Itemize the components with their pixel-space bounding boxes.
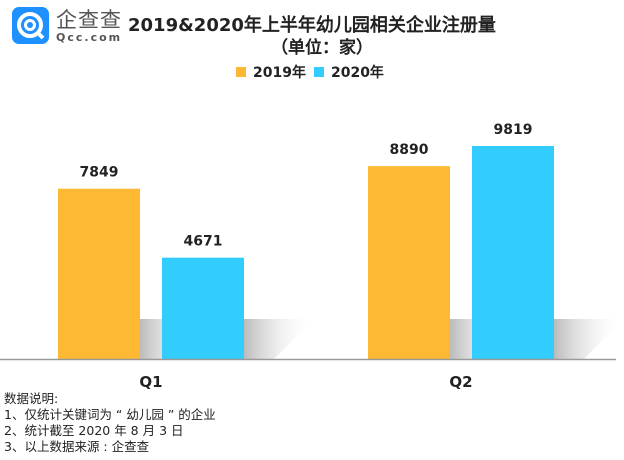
x-tick-label: Q2 xyxy=(449,373,472,391)
qcc-logo-icon xyxy=(12,7,49,44)
bar-Q1-0 xyxy=(58,188,140,359)
chart-subtitle: （单位：家） xyxy=(271,38,373,58)
logo-domain: Qcc.com xyxy=(56,31,123,44)
x-tick-label: Q1 xyxy=(139,373,162,391)
data-label: 8890 xyxy=(390,142,429,158)
chart-title: 2019&2020年上半年幼儿园相关企业注册量 xyxy=(128,15,496,36)
data-label: 7849 xyxy=(80,165,119,181)
legend-label-2019: 2019年 xyxy=(253,65,306,81)
note-2: 2、统计截至 2020 年 8 月 3 日 xyxy=(4,423,184,438)
note-3: 3、以上数据来源 : 企查查 xyxy=(4,439,150,454)
bar-Q2-1 xyxy=(472,146,554,359)
note-heading: 数据说明: xyxy=(4,391,59,406)
notes: 数据说明: 1、仅统计关键词为 “ 幼儿园 ” 的企业 2、统计截至 2020 … xyxy=(4,391,216,455)
note-1: 1、仅统计关键词为 “ 幼儿园 ” 的企业 xyxy=(4,407,216,422)
legend-swatch-2020 xyxy=(313,67,324,77)
bar-Q1-1 xyxy=(162,257,244,359)
legend-swatch-2019 xyxy=(236,67,246,77)
bar-shadow xyxy=(244,319,314,359)
bar-Q2-0 xyxy=(368,166,450,359)
data-label: 4671 xyxy=(184,234,223,250)
legend: 2019年 2020年 xyxy=(236,62,384,82)
logo-name: 企查查 xyxy=(56,8,122,32)
legend-label-2020: 2020年 xyxy=(330,65,384,81)
bar-shadow xyxy=(554,319,624,359)
data-label: 9819 xyxy=(494,122,533,138)
